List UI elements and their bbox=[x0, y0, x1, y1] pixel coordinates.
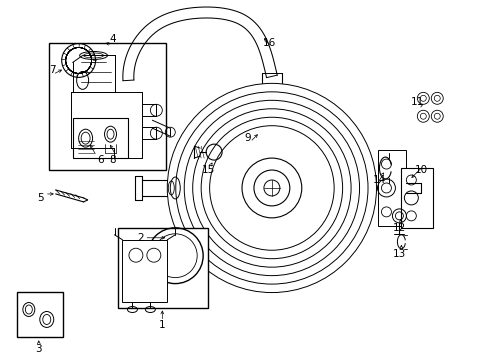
Text: 5: 5 bbox=[38, 193, 44, 203]
Text: 8: 8 bbox=[109, 155, 116, 165]
Bar bbox=[73, 118, 128, 158]
Bar bbox=[401, 168, 432, 228]
Bar bbox=[122, 240, 167, 302]
Text: 13: 13 bbox=[392, 249, 405, 259]
Text: 2: 2 bbox=[137, 233, 143, 243]
Bar bbox=[17, 292, 62, 337]
Text: 16: 16 bbox=[263, 37, 276, 48]
Text: 14: 14 bbox=[372, 175, 386, 185]
Bar bbox=[49, 42, 166, 170]
Bar bbox=[118, 228, 208, 307]
Text: 6: 6 bbox=[97, 155, 103, 165]
Bar bbox=[378, 150, 406, 226]
Text: 12: 12 bbox=[392, 223, 405, 233]
Text: 9: 9 bbox=[244, 133, 251, 143]
Text: 3: 3 bbox=[36, 345, 42, 354]
Text: 10: 10 bbox=[414, 165, 427, 175]
Text: 15: 15 bbox=[201, 165, 214, 175]
Text: 7: 7 bbox=[49, 66, 56, 76]
Text: 4: 4 bbox=[109, 33, 116, 44]
Text: 1: 1 bbox=[159, 320, 165, 330]
Text: 11: 11 bbox=[410, 97, 423, 107]
